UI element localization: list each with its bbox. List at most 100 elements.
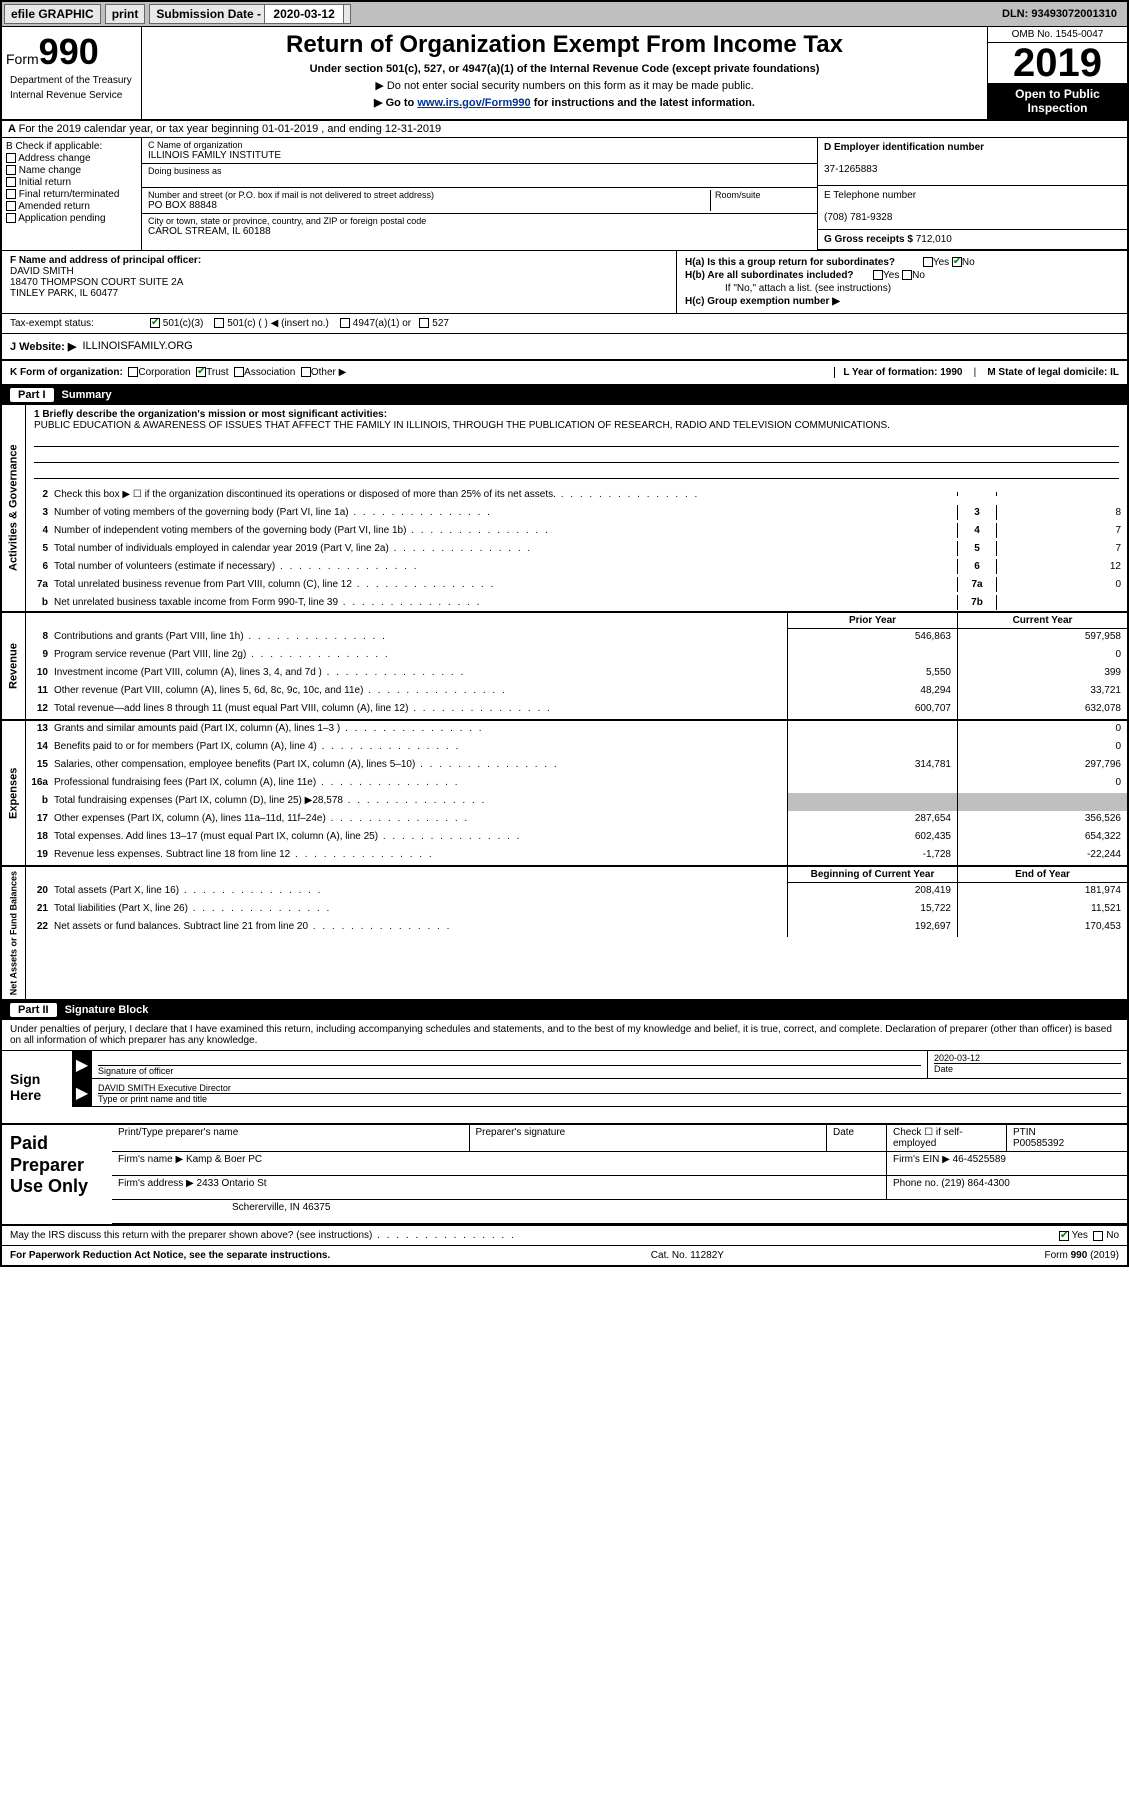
paid-preparer-block: Paid Preparer Use Only Print/Type prepar… <box>2 1125 1127 1226</box>
city: CAROL STREAM, IL 60188 <box>148 226 811 237</box>
fin-line-22: 22Net assets or fund balances. Subtract … <box>26 919 1127 937</box>
check-assoc[interactable] <box>234 367 244 377</box>
submission-label: Submission Date - 2020-03-12 <box>149 4 350 24</box>
check-application-pending[interactable]: Application pending <box>6 213 137 224</box>
fin-line-8: 8Contributions and grants (Part VIII, li… <box>26 629 1127 647</box>
officer-name: DAVID SMITH <box>10 266 74 277</box>
topbar: efile GRAPHIC print Submission Date - 20… <box>2 2 1127 27</box>
phone-label: E Telephone number <box>824 190 916 201</box>
gov-line-b: bNet unrelated business taxable income f… <box>26 593 1127 611</box>
col-beginning: Beginning of Current Year <box>787 867 957 883</box>
firm-name: Kamp & Boer PC <box>186 1154 262 1165</box>
sign-here-block: Sign Here ▶ Signature of officer 2020-03… <box>2 1051 1127 1125</box>
part-1-header: Part ISummary <box>2 386 1127 405</box>
form-number: Form990 <box>6 31 137 73</box>
check-final-return[interactable]: Final return/terminated <box>6 189 137 200</box>
sig-date: 2020-03-12 <box>934 1053 1121 1064</box>
irs-link[interactable]: www.irs.gov/Form990 <box>417 97 530 109</box>
gross-value: 712,010 <box>916 234 952 245</box>
prep-name-label: Print/Type preparer's name <box>112 1125 470 1151</box>
vtab-netassets: Net Assets or Fund Balances <box>2 867 26 999</box>
org-name-label: C Name of organization <box>148 140 811 150</box>
footer: For Paperwork Reduction Act Notice, see … <box>2 1246 1127 1265</box>
fin-line-9: 9Program service revenue (Part VIII, lin… <box>26 647 1127 665</box>
part-2-header: Part IISignature Block <box>2 1001 1127 1020</box>
paid-preparer-label: Paid Preparer Use Only <box>2 1125 112 1224</box>
section-b-through-g: B Check if applicable: Address change Na… <box>2 138 1127 251</box>
instruction-line-2: ▶ Go to www.irs.gov/Form990 for instruct… <box>146 96 983 109</box>
firm-addr2: Schererville, IN 46375 <box>112 1200 1127 1223</box>
fin-line-b: bTotal fundraising expenses (Part IX, co… <box>26 793 1127 811</box>
gross-label: G Gross receipts $ <box>824 234 913 245</box>
tax-year: 2019 <box>988 43 1127 83</box>
firm-addr1: 2433 Ontario St <box>197 1178 267 1189</box>
h-b: H(b) Are all subordinates included? Yes … <box>685 270 1119 281</box>
fin-line-17: 17Other expenses (Part IX, column (A), l… <box>26 811 1127 829</box>
check-4947[interactable] <box>340 318 350 328</box>
box-b-title: B Check if applicable: <box>6 141 137 152</box>
discuss-yes[interactable] <box>1059 1231 1069 1241</box>
officer-addr1: 18470 THOMPSON COURT SUITE 2A <box>10 277 183 288</box>
open-public-badge: Open to Public Inspection <box>988 83 1127 119</box>
mission-label: 1 Briefly describe the organization's mi… <box>34 409 387 420</box>
discuss-row: May the IRS discuss this return with the… <box>2 1226 1127 1246</box>
footer-left: For Paperwork Reduction Act Notice, see … <box>10 1250 330 1261</box>
fin-line-12: 12Total revenue—add lines 8 through 11 (… <box>26 701 1127 719</box>
footer-right: Form 990 (2019) <box>1045 1250 1119 1261</box>
ptin-label: PTIN <box>1013 1127 1036 1138</box>
form-subtitle: Under section 501(c), 527, or 4947(a)(1)… <box>146 63 983 75</box>
col-end: End of Year <box>957 867 1127 883</box>
ein-label: D Employer identification number <box>824 142 984 153</box>
k-row: K Form of organization: Corporation Trus… <box>2 361 1127 386</box>
check-initial-return[interactable]: Initial return <box>6 177 137 188</box>
check-corp[interactable] <box>128 367 138 377</box>
prep-date-label: Date <box>827 1125 887 1151</box>
tax-status-row: Tax-exempt status: 501(c)(3) 501(c) ( ) … <box>2 314 1127 334</box>
check-501c[interactable] <box>214 318 224 328</box>
h-a: H(a) Is this a group return for subordin… <box>685 257 1119 268</box>
firm-phone: (219) 864-4300 <box>941 1178 1009 1189</box>
dept-irs: Internal Revenue Service <box>6 88 137 103</box>
fin-line-14: 14Benefits paid to or for members (Part … <box>26 739 1127 757</box>
form-title: Return of Organization Exempt From Incom… <box>146 31 983 59</box>
fin-line-16a: 16aProfessional fundraising fees (Part I… <box>26 775 1127 793</box>
form-header: Form990 Department of the Treasury Inter… <box>2 27 1127 121</box>
gov-line-4: 4Number of independent voting members of… <box>26 521 1127 539</box>
sig-officer-label: Signature of officer <box>98 1066 921 1076</box>
year-formation: L Year of formation: 1990 <box>843 367 962 378</box>
check-amended-return[interactable]: Amended return <box>6 201 137 212</box>
dba-label: Doing business as <box>148 166 811 176</box>
city-label: City or town, state or province, country… <box>148 216 811 226</box>
addr: PO BOX 88848 <box>148 200 706 211</box>
check-527[interactable] <box>419 318 429 328</box>
vtab-governance: Activities & Governance <box>2 405 26 611</box>
firm-addr-label: Firm's address ▶ <box>118 1178 194 1189</box>
tax-period: A For the 2019 calendar year, or tax yea… <box>2 121 1127 138</box>
fin-line-21: 21Total liabilities (Part X, line 26) 15… <box>26 901 1127 919</box>
check-other[interactable] <box>301 367 311 377</box>
website-value: ILLINOISFAMILY.ORG <box>82 340 192 353</box>
ein-value: 37-1265883 <box>824 164 877 175</box>
arrow-icon: ▶ <box>72 1051 92 1078</box>
print-button[interactable]: print <box>105 4 146 24</box>
firm-phone-label: Phone no. <box>893 1178 939 1189</box>
check-trust[interactable] <box>196 367 206 377</box>
firm-ein: 46-4525589 <box>953 1154 1006 1165</box>
discuss-no[interactable] <box>1093 1231 1103 1241</box>
firm-name-label: Firm's name ▶ <box>118 1154 183 1165</box>
submission-date: 2020-03-12 <box>264 4 343 24</box>
gov-line-2: 2Check this box ▶ ☐ if the organization … <box>26 485 1127 503</box>
form-container: efile GRAPHIC print Submission Date - 20… <box>0 0 1129 1267</box>
h-c: H(c) Group exemption number ▶ <box>685 296 1119 307</box>
state-domicile: M State of legal domicile: IL <box>987 367 1119 378</box>
fin-line-13: 13Grants and similar amounts paid (Part … <box>26 721 1127 739</box>
check-501c3[interactable] <box>150 318 160 328</box>
firm-ein-label: Firm's EIN ▶ <box>893 1154 950 1165</box>
arrow-icon: ▶ <box>72 1079 92 1106</box>
check-name-change[interactable]: Name change <box>6 165 137 176</box>
check-address-change[interactable]: Address change <box>6 153 137 164</box>
dept-treasury: Department of the Treasury <box>6 73 137 88</box>
gov-line-5: 5Total number of individuals employed in… <box>26 539 1127 557</box>
col-current-year: Current Year <box>957 613 1127 629</box>
instruction-line-1: ▶ Do not enter social security numbers o… <box>146 79 983 92</box>
